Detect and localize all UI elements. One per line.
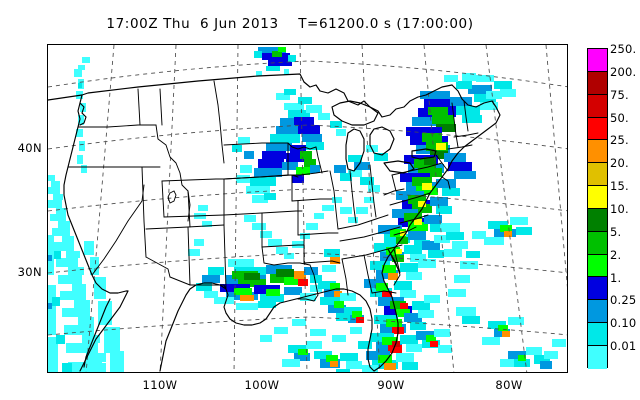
colorbar-tick: 0.25 [610,293,637,308]
colorbar-segment [588,186,607,209]
colorbar-segment [588,345,607,369]
colorbar-tick: 250. [610,42,637,56]
colorbar-segment [588,231,607,255]
colorbar-segment [588,94,607,118]
page-title: 17:00Z Thu 6 Jun 2013 T=61200.0 s (17:00… [106,16,474,32]
colorbar-tick: 15. [610,179,629,194]
colorbar-tick: 5. [610,224,622,239]
colorbar-tick: 2. [610,247,622,262]
colorbar-tick: 1. [610,270,622,285]
colorbar-tick: 10. [610,202,629,216]
colorbar-segment [588,277,607,301]
great-salt-lake [167,190,177,204]
lat-tick-40n: 40N [17,141,42,155]
colorbar-segment [588,163,607,187]
map-canvas [48,45,567,372]
precipitation-colorbar [587,48,608,369]
colorbar-segment [588,117,607,141]
colorbar-segment [588,323,607,346]
precipitation-field [48,47,566,372]
lat-tick-30n: 30N [17,265,42,279]
colorbar-segment [588,71,607,95]
lon-tick-80w: 80W [495,378,523,392]
map-boundaries [48,73,501,372]
lon-tick-110w: 110W [142,378,178,392]
lon-tick-100w: 100W [244,378,280,392]
colorbar-tick: 75. [610,87,629,102]
colorbar-tick: 50. [610,110,629,125]
colorbar-tick: 0.10 [610,316,637,331]
colorbar-tick: 25. [610,133,629,148]
colorbar-tick: 0.01 [610,339,637,354]
colorbar-segment [588,208,607,232]
colorbar-tick-labels: 250. 200. 75. 50. 25. 20. 15. 10. 5. 2. 1. 0.25 0.10… [610,40,640,380]
colorbar-segment [588,254,607,278]
colorbar-segment [588,140,607,164]
colorbar-tick: 200. [610,64,637,79]
colorbar-tick: 20. [610,156,629,171]
lon-tick-90w: 90W [377,378,405,392]
graticule [48,45,567,372]
colorbar-segment [588,300,607,324]
map-plot-area [47,44,568,373]
colorbar-segment [588,49,607,72]
